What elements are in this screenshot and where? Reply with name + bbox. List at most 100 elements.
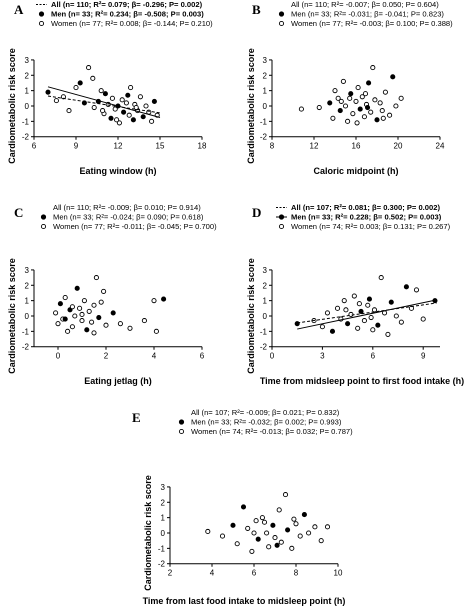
point-men [329,328,336,334]
regression-line-all [47,95,161,114]
point-women [361,318,367,324]
point-women [73,85,79,91]
point-women [249,548,255,554]
point-women [379,108,385,114]
point-women [103,322,109,328]
point-women [324,524,331,530]
point-women [297,533,303,539]
legend-entry: Women (n= 74; R²= -0.013; β= 0.032; P= 0… [191,427,353,436]
x-tick-label: 9 [421,352,426,361]
point-men [255,536,261,542]
point-men [45,89,51,95]
y-tick-label: -1 [260,327,268,336]
regression-line-men [297,299,437,330]
legend-marker-open [278,223,285,230]
legend-entry: Men (n= 33; R²= -0.031; β= -0.041; P= 0.… [291,10,444,19]
point-men [125,92,131,98]
point-women [133,104,139,111]
point-women [272,535,278,541]
point-women [81,298,87,304]
legend-entry: Men (n= 33; R²= 0.228; β= 0.502; P= 0.00… [291,213,442,222]
legend-marker-filled [278,11,285,17]
point-women [264,530,270,536]
point-women [79,311,85,318]
y-tick-label: 2 [25,71,30,80]
y-tick-label: 1 [263,87,268,96]
point-women [385,331,391,337]
point-women [251,530,257,536]
point-men [388,299,394,305]
point-women [91,302,97,308]
y-tick-label: 0 [263,312,268,321]
point-women [387,112,393,118]
point-women [234,541,240,547]
point-men [151,98,157,104]
x-tick-label: 0 [270,352,275,361]
y-tick-label: 1 [161,514,166,523]
point-women [128,85,134,91]
point-men [161,296,167,302]
point-women [101,288,107,294]
y-tick-label: 0 [263,102,268,111]
legend-entry: Men (n= 33; R²= -0.024; β= 0.090; P= 0.6… [53,213,204,222]
point-men [366,296,372,302]
point-women [347,95,353,101]
y-tick-label: 1 [25,297,30,306]
y-tick-label: -1 [22,117,30,126]
point-men [270,522,276,528]
panel-label: C [14,205,23,220]
panel-d: D -2 -1 0 1 2 3 0 3 6 9 Time from midsleep point to… [246,203,464,386]
point-women [100,108,106,114]
point-women [98,299,104,305]
legend-marker-open [38,20,45,27]
point-women [340,78,346,84]
point-women [98,88,104,94]
point-women [348,311,354,318]
y-tick-label: 2 [263,71,268,80]
point-women [370,327,376,333]
point-women [377,100,383,106]
y-axis-label: Cardiometabolic risk score [143,475,153,591]
x-tick-label: 10 [334,569,343,578]
point-men [348,91,354,97]
point-women [91,104,97,111]
x-axis-label: Time from last food intake to midsleep p… [143,596,346,606]
point-women [291,516,297,522]
point-women [355,85,361,91]
x-tick-label: 6 [371,352,376,361]
y-tick-label: -2 [22,133,30,142]
y-axis-label: Cardiometabolic risk score [7,258,17,374]
legend-entry: Women (n= 77; R²= -0.011; β= -0.045; P= … [53,222,217,231]
legend-entry: All (n= 110; R²= 0.079; β= -0.296; P= 0.… [51,0,203,9]
point-men [110,310,116,316]
x-tick-label: 15 [156,142,165,151]
point-women [330,115,336,121]
legend-marker-open [178,428,185,435]
regression-line-all [297,302,437,324]
legend-entry: Women (n= 74; R²= 0.003; β= 0.131; P= 0.… [291,222,451,231]
legend-marker-open [278,20,285,27]
panel-c: C -2 -1 0 1 2 3 0 2 4 6 Eating jetlag (h) Cardiometa… [7,203,217,386]
point-women [72,313,78,319]
point-women [371,307,378,313]
legend-marker-open [40,223,47,230]
point-women [141,318,147,324]
x-tick-label: 4 [210,569,215,578]
y-tick-label: -1 [22,327,30,336]
point-women [368,109,374,115]
point-women [126,112,132,118]
point-women [62,295,68,301]
point-men [327,100,333,106]
point-women [55,321,61,327]
point-men [62,316,68,322]
point-women [319,324,325,330]
point-men [84,327,90,333]
legend-entry: Men (n= 33; R²= 0.234; β= -0.508; P= 0.0… [51,10,204,19]
legend-marker-filled [40,214,47,220]
point-women [368,314,374,321]
point-men [140,114,146,120]
x-axis-label: Caloric midpoint (h) [314,166,399,176]
x-axis-label: Eating jetlag (h) [84,376,152,386]
